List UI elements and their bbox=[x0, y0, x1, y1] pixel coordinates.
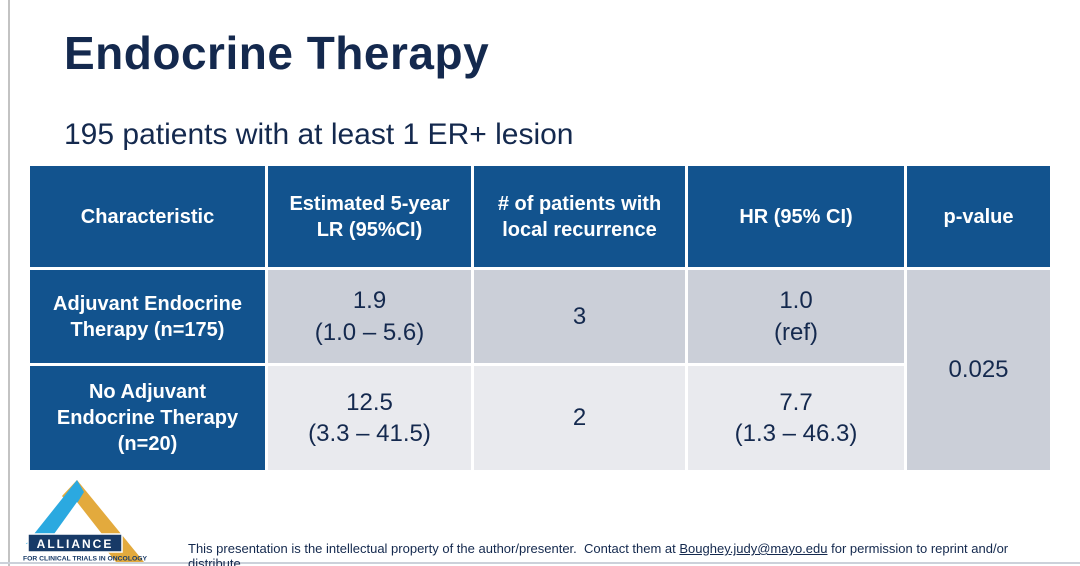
lr-ci: (1.0 – 5.6) bbox=[314, 318, 425, 346]
table-header-row: Characteristic Estimated 5-year LR (95%C… bbox=[27, 163, 1053, 270]
table-row: Adjuvant Endocrine Therapy (n=175) 1.9 (… bbox=[27, 267, 1053, 473]
footer-disclaimer: This presentation is the intellectual pr… bbox=[188, 541, 1068, 566]
header-num-patients: # of patients with local recurrence bbox=[471, 163, 688, 270]
header-estimated-lr: Estimated 5-year LR (95%CI) bbox=[265, 163, 474, 270]
cell-recurrence-adjuvant: 3 bbox=[471, 267, 688, 366]
row-label-no-adjuvant: No Adjuvant Endocrine Therapy (n=20) bbox=[27, 363, 268, 473]
cell-recurrence-no-adjuvant: 2 bbox=[471, 363, 688, 473]
logo-tagline-text: FOR CLINICAL TRIALS IN ONCOLOGY bbox=[23, 556, 147, 563]
cell-lr-adjuvant: 1.9 (1.0 – 5.6) bbox=[265, 267, 474, 366]
hr-ci: (1.3 – 46.3) bbox=[734, 420, 858, 447]
lr-value: 12.5 bbox=[346, 388, 393, 416]
logo-banner-text: ALLIANCE bbox=[37, 537, 114, 551]
cell-p-value: 0.025 bbox=[904, 267, 1053, 473]
header-p-value: p-value bbox=[904, 163, 1053, 270]
slide-title: Endocrine Therapy bbox=[64, 27, 490, 79]
cell-hr-no-adjuvant: 7.7 (1.3 – 46.3) bbox=[685, 363, 907, 473]
hr-value: 7.7 bbox=[779, 388, 813, 416]
results-table: Characteristic Estimated 5-year LR (95%C… bbox=[27, 163, 1053, 473]
alliance-logo-icon: ALLIANCE FOR CLINICAL TRIALS IN ONCOLOGY bbox=[23, 480, 147, 563]
row-label-adjuvant: Adjuvant Endocrine Therapy (n=175) bbox=[27, 267, 268, 366]
slide-left-border bbox=[8, 0, 10, 566]
logo-gold-stripe bbox=[62, 480, 144, 562]
table-row: No Adjuvant Endocrine Therapy (n=20) 12.… bbox=[27, 363, 1052, 473]
slide-bottom-border bbox=[0, 562, 1080, 564]
lr-value: 1.9 bbox=[352, 287, 387, 315]
logo-inner-triangle bbox=[54, 502, 102, 534]
hr-ci: (ref) bbox=[774, 318, 818, 346]
contact-email-link[interactable]: Boughey.judy@mayo.edu bbox=[679, 541, 828, 556]
lr-ci: (3.3 – 41.5) bbox=[308, 420, 431, 447]
hr-value: 1.0 bbox=[779, 287, 813, 315]
footer-text-after: for permission to reprint and/or distrib… bbox=[188, 541, 1012, 566]
header-hr: HR (95% CI) bbox=[685, 163, 907, 270]
cell-lr-no-adjuvant: 12.5 (3.3 – 41.5) bbox=[265, 363, 474, 473]
header-characteristic: Characteristic bbox=[27, 163, 268, 270]
footer-text-before: This presentation is the intellectual pr… bbox=[188, 541, 680, 556]
logo-blue-stripe bbox=[26, 480, 84, 544]
logo-banner bbox=[27, 533, 123, 553]
slide-subtitle: 195 patients with at least 1 ER+ lesion bbox=[64, 118, 574, 151]
cell-hr-adjuvant: 1.0 (ref) bbox=[685, 267, 907, 366]
